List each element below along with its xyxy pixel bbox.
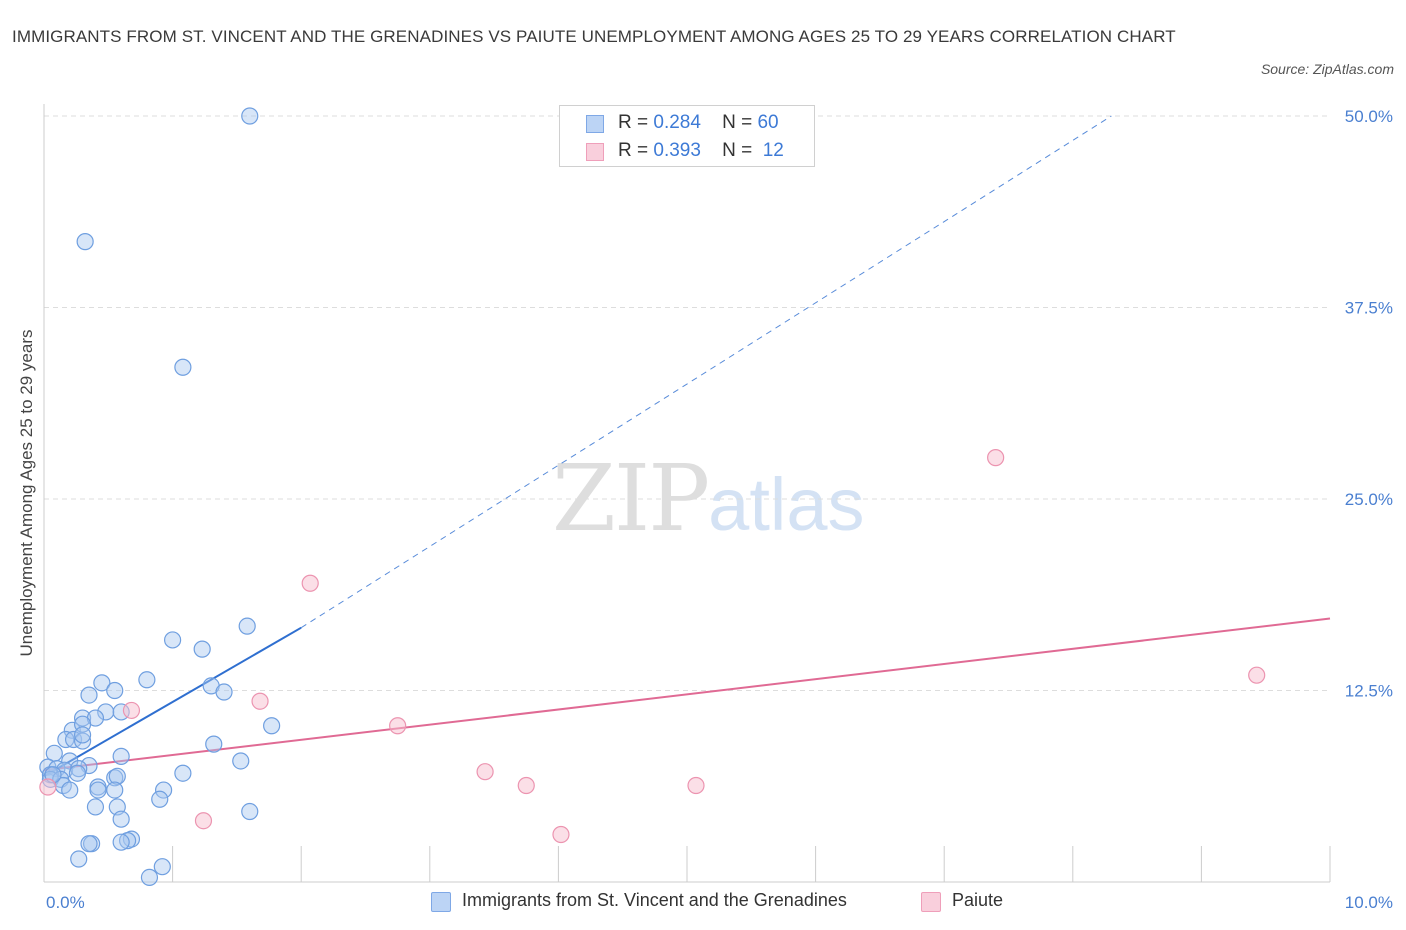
data-points xyxy=(39,107,1266,887)
paiute-point xyxy=(517,776,535,795)
paiute-point xyxy=(552,825,570,844)
paiute-point xyxy=(39,778,57,796)
paiute-point xyxy=(194,812,213,830)
immigrants-point xyxy=(68,764,87,782)
x-tick-label: 10.0% xyxy=(1345,893,1393,912)
immigrants-point xyxy=(89,781,107,799)
source-label: Source: ZipAtlas.com xyxy=(1260,61,1394,77)
immigrants-point xyxy=(118,832,137,850)
immigrants-point xyxy=(106,781,124,799)
immigrants-point xyxy=(73,726,92,744)
immigrants-trend-line xyxy=(43,626,302,778)
immigrants-point xyxy=(193,640,211,658)
pink-swatch xyxy=(921,892,941,912)
x-tick-label: 0.0% xyxy=(46,893,85,912)
immigrants-point xyxy=(108,767,126,785)
correlation-legend: R = 0.284 N = 60 R = 0.393 N = 12 xyxy=(559,105,815,167)
paiute-point xyxy=(987,449,1005,467)
n-label: N = xyxy=(722,112,753,133)
immigrants-point xyxy=(174,358,192,376)
immigrants-point xyxy=(80,686,98,704)
immigrants-point xyxy=(164,631,182,649)
immigrants-trend-extension xyxy=(300,115,1112,629)
immigrants-point xyxy=(263,717,281,735)
immigrants-point xyxy=(112,810,130,828)
paiute-point xyxy=(301,574,319,592)
n-label: N = xyxy=(722,140,753,161)
r-label: R = xyxy=(618,140,649,161)
axes xyxy=(43,104,1331,883)
pink-swatch xyxy=(586,143,604,161)
immigrants-point xyxy=(153,858,171,876)
legend-label-immigrants: Immigrants from St. Vincent and the Gren… xyxy=(462,890,847,910)
y-tick-label: 25.0% xyxy=(1345,490,1393,509)
paiute-trend-line xyxy=(43,617,1331,772)
paiute-point xyxy=(687,776,705,795)
immigrants-point xyxy=(93,674,111,692)
paiute-point xyxy=(1248,666,1266,684)
y-tick-label: 12.5% xyxy=(1345,682,1393,701)
immigrants-point xyxy=(106,681,124,700)
series-legend: Immigrants from St. Vincent and the Gren… xyxy=(0,890,1406,914)
y-tick-label: 50.0% xyxy=(1345,107,1393,126)
immigrants-point xyxy=(76,233,94,251)
paiute-point xyxy=(251,692,269,710)
immigrants-point xyxy=(232,752,250,770)
paiute-point xyxy=(476,763,494,781)
n-value: 60 xyxy=(757,112,779,133)
immigrants-point xyxy=(151,790,169,808)
paiute-point xyxy=(389,717,407,735)
r-label: R = xyxy=(618,112,649,133)
r-value: 0.393 xyxy=(653,140,701,161)
legend-label-paiute: Paiute xyxy=(952,890,1004,910)
blue-swatch xyxy=(586,115,604,133)
paiute-point xyxy=(122,701,141,720)
blue-swatch xyxy=(431,892,451,912)
gridlines xyxy=(44,115,1330,691)
immigrants-point xyxy=(112,833,130,851)
immigrants-point xyxy=(205,735,223,753)
immigrants-point xyxy=(215,683,233,701)
tick-labels: 12.5% 25.0% 37.5% 50.0% 0.0% 10.0% xyxy=(46,107,1393,912)
chart-title: IMMIGRANTS FROM ST. VINCENT AND THE GREN… xyxy=(12,27,1176,46)
immigrants-point xyxy=(174,764,192,782)
immigrants-point xyxy=(140,868,159,887)
immigrants-point xyxy=(138,671,156,689)
immigrants-point xyxy=(154,781,173,799)
immigrants-point xyxy=(241,802,259,821)
immigrants-point xyxy=(80,835,98,853)
immigrants-point xyxy=(241,107,259,125)
immigrants-point xyxy=(61,781,79,799)
n-value: 12 xyxy=(762,140,784,161)
watermark-atlas: atlas xyxy=(708,463,865,546)
r-value: 0.284 xyxy=(653,112,701,133)
trend-lines xyxy=(43,115,1331,778)
immigrants-point xyxy=(86,798,105,816)
immigrants-point xyxy=(73,732,92,750)
immigrants-point xyxy=(70,850,88,868)
y-tick-label: 37.5% xyxy=(1345,299,1393,318)
immigrants-point xyxy=(238,617,256,635)
immigrants-point xyxy=(112,747,130,765)
immigrants-point xyxy=(73,709,92,727)
